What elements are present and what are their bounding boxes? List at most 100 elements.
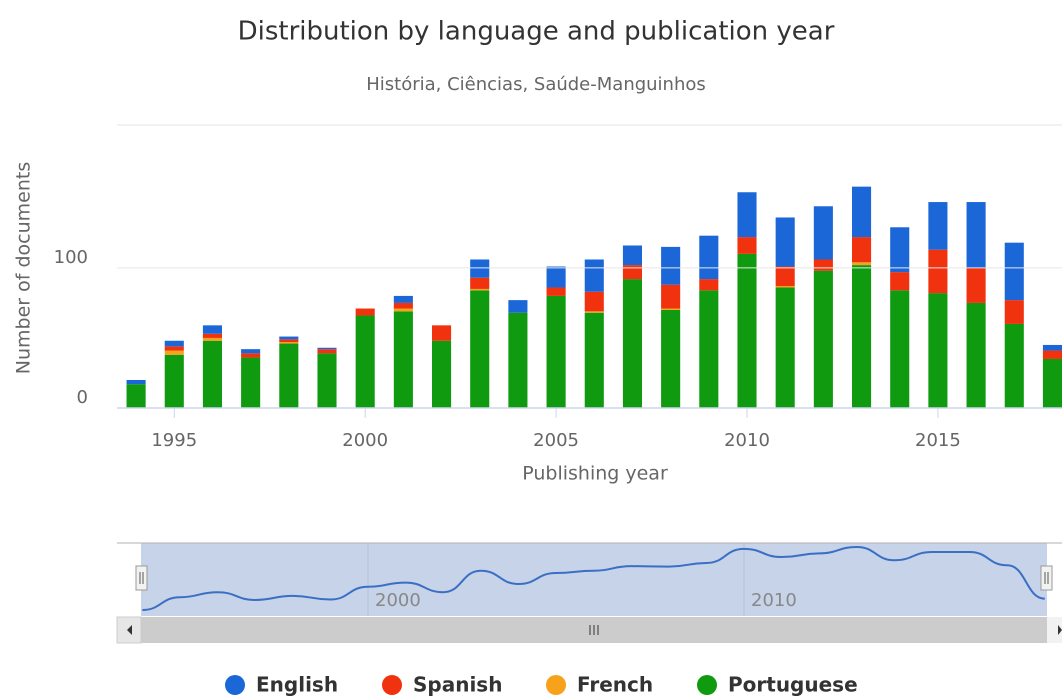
bar-segment — [241, 357, 261, 408]
plot-area — [126, 186, 1062, 408]
bar-segment — [852, 262, 872, 266]
bar-segment — [661, 308, 681, 310]
bar-segment — [890, 290, 910, 408]
y-tick-label: 100 — [54, 247, 88, 268]
bar-segment — [737, 192, 757, 238]
legend-swatch[interactable] — [546, 675, 566, 695]
bar-segment — [546, 287, 566, 296]
x-axis-label: Publishing year — [522, 463, 668, 485]
bar-segment — [584, 259, 604, 292]
bar-segment — [661, 284, 681, 309]
bar-segment — [737, 237, 757, 254]
bar-segment — [432, 340, 452, 408]
bar-segment — [546, 295, 566, 408]
bar-segment — [584, 312, 604, 408]
bar-segment — [508, 312, 528, 408]
bar-segment — [432, 325, 452, 341]
bar-segment — [890, 227, 910, 273]
bar-segment — [813, 270, 833, 408]
bar-segment — [126, 379, 146, 385]
bar-segment — [508, 300, 528, 313]
bar-segment — [966, 302, 986, 408]
bar-segment — [852, 237, 872, 263]
bar-segment — [546, 266, 566, 288]
bar-segment — [393, 302, 413, 309]
bar-segment — [775, 217, 795, 267]
bar-segment — [470, 290, 490, 408]
legend-label[interactable]: Spanish — [413, 673, 502, 696]
bar-segment — [661, 246, 681, 285]
y-tick-label: 0 — [77, 387, 88, 408]
x-tick-label: 2005 — [533, 430, 579, 451]
y-axis-label: Number of documents — [13, 162, 35, 374]
scroll-arrow-left — [127, 625, 132, 635]
bar-segment — [317, 349, 337, 354]
navigator-handle[interactable] — [135, 565, 148, 591]
navigator-tick-label: 2010 — [751, 590, 797, 611]
bar-segment — [622, 245, 642, 266]
bar-segment — [279, 336, 299, 340]
bar-segment — [928, 293, 948, 408]
scroll-arrow-right — [1058, 625, 1062, 635]
x-tick-label: 2010 — [724, 430, 770, 451]
bar-segment — [1004, 300, 1024, 324]
navigator-tick-label: 2000 — [375, 590, 421, 611]
bar-segment — [393, 308, 413, 312]
bar-segment — [661, 309, 681, 408]
bar-segment — [813, 206, 833, 260]
bar-segment — [202, 340, 222, 408]
bar-segment — [470, 277, 490, 289]
legend: English Spanish French Portuguese — [225, 673, 858, 696]
legend-label[interactable]: English — [256, 673, 338, 696]
bar-segment — [852, 265, 872, 408]
x-tick-label: 2000 — [342, 430, 388, 451]
bar-segment — [241, 349, 261, 354]
bar-segment — [202, 325, 222, 334]
bar-segment — [699, 279, 719, 291]
legend-swatch[interactable] — [697, 675, 717, 695]
bar-segment — [966, 267, 986, 303]
bar-segment — [164, 346, 184, 351]
bar-segment — [355, 308, 375, 316]
bar-segment — [317, 353, 337, 408]
navigator-line — [142, 545, 1045, 611]
bar-segment — [164, 340, 184, 347]
bar-segment — [775, 266, 795, 287]
legend-swatch[interactable] — [382, 675, 402, 695]
bar-segment — [126, 384, 146, 408]
x-tick-label: 2015 — [915, 430, 961, 451]
bar-segment — [470, 259, 490, 278]
bar-segment — [966, 202, 986, 268]
bar-segment — [1042, 358, 1062, 408]
bar-segment — [622, 279, 642, 408]
bar-segment — [852, 186, 872, 238]
bar-segment — [813, 259, 833, 271]
bar-segment — [393, 311, 413, 408]
bar-segment — [1004, 323, 1024, 408]
bar-segment — [1004, 242, 1024, 301]
bar-segment — [928, 202, 948, 250]
legend-label[interactable]: French — [577, 673, 653, 696]
bar-segment — [241, 353, 261, 358]
bar-segment — [355, 315, 375, 408]
bar-segment — [164, 350, 184, 355]
bar-segment — [317, 347, 337, 350]
bar-segment — [1042, 350, 1062, 359]
chart-title: Distribution by language and publication… — [238, 17, 835, 47]
bar-segment — [928, 249, 948, 294]
bar-segment — [775, 287, 795, 408]
bar-segment — [470, 288, 490, 291]
navigator-selection — [141, 543, 1047, 616]
bar-segment — [279, 339, 299, 343]
legend-swatch[interactable] — [225, 675, 245, 695]
bar-segment — [775, 286, 795, 288]
bar-segment — [622, 265, 642, 280]
bar-segment — [737, 253, 757, 408]
bar-segment — [699, 235, 719, 280]
bar-segment — [584, 311, 604, 313]
bar-segment — [890, 272, 910, 291]
legend-label[interactable]: Portuguese — [728, 673, 858, 696]
bar-segment — [584, 291, 604, 312]
navigator-handle[interactable] — [1040, 565, 1053, 591]
bar-segment — [164, 354, 184, 408]
